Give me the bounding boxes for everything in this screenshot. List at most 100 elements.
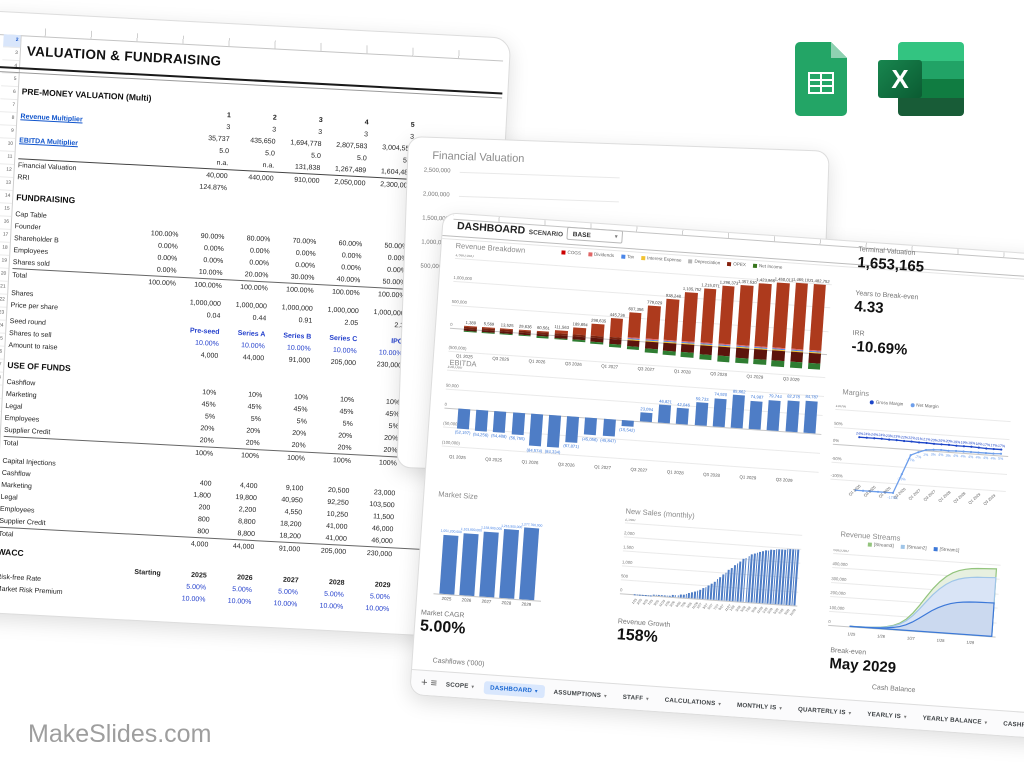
row-number: 3 [2,47,21,62]
cell-value: 2,300,000 [380,181,412,190]
bar-segment-net-income [717,355,730,362]
bar-segment-net-income [662,350,676,356]
svg-text:19%: 19% [953,440,961,445]
legend-item: Depreciation [688,258,720,265]
cell-value: 124.87% [199,183,228,193]
x-axis-label: Q1 2027 [601,363,619,370]
svg-text:19%: 19% [968,441,976,446]
bar-below [753,348,767,366]
cell-value: 230,000 [376,361,403,370]
bar-value-label: (45,847) [600,437,617,444]
cell-value: 2.3 [394,322,405,330]
ebitda-bar [803,400,818,434]
cell-value: n.a. [216,159,229,168]
market-size-title: Market Size [438,489,479,502]
row-number: 20 [0,267,9,282]
legend-label: [Stream2] [906,544,927,551]
legend-swatch [752,263,758,268]
new-sales-chart: 2,500 2,000 1,500 1,000 500 0 1/25 3/25 5/25 7/25… [618,518,803,628]
sheet-tab-monthly-is[interactable]: MONTHLY IS ▼ [736,701,784,711]
row-number: 10 [0,138,16,153]
sheet-tab-staff[interactable]: STAFF ▼ [622,693,650,702]
legend-label: Interest Expense [646,255,682,263]
x-axis-label: Q3 2029 [782,376,800,383]
tab-menu-icon: ▼ [847,709,853,716]
all-sheets-menu-button[interactable]: ≡ [430,677,438,690]
cell-value: 100.00% [148,279,177,288]
x-axis-label: 1/29 [966,639,975,646]
bar-below [789,351,804,369]
tab-menu-icon: ▼ [470,683,476,689]
axis-tick-label: 1,000 [621,558,633,565]
streams-areas [849,567,998,637]
market-cagr-value: 5.00% [419,617,466,638]
sales-bar [663,595,666,597]
ebitda-bar [475,409,489,432]
revenue-breakdown-chart: 1,500,000 1,000,000 500,000 0 (500,000) 1,389… [448,254,833,388]
row-number: 14 [0,190,13,204]
bar-segment-cogs [772,282,790,349]
legend-label: Dividends [593,251,615,259]
bar-below [698,345,713,360]
tab-menu-icon: ▼ [778,705,784,711]
legend-label: [Stream1] [939,546,960,553]
ebitda-bar [511,412,525,435]
sheet-tab-cashflow[interactable]: CASHFLOW▼ [1003,719,1024,730]
sheet-tab-scope[interactable]: SCOPE ▼ [445,680,476,690]
legend-item: Interest Expense [641,255,682,263]
legend-label: Depreciation [694,258,721,266]
axis-tick-label: 0 [444,401,448,407]
bar-segment-net-income [463,330,477,333]
bar-segment-net-income [518,334,531,337]
sheet-tab-yearly-balance[interactable]: YEARLY BALANCE ▼ [922,714,989,726]
legend-label: Tax [626,253,635,260]
axis-tick-label: 0 [450,321,453,327]
cell-value: 0.00% [156,266,177,275]
svg-text:4%: 4% [968,455,974,459]
ebitda-bar [748,400,763,430]
x-axis-label: 1/28 [936,637,945,644]
bar-segment-net-income [735,357,749,364]
bar-below [518,332,531,337]
bar-above [808,283,827,354]
legend-swatch [561,249,566,255]
bar-segment-net-income [554,337,567,341]
x-axis-label: 11/29 [788,608,797,617]
breakeven-value: May 2029 [828,655,897,677]
ebitda-bar [694,402,708,426]
cell-value: 91,000 [288,356,311,365]
sheet-tab-yearly-is[interactable]: YEARLY IS ▼ [867,710,908,720]
bar-segment-cogs [700,288,717,344]
bar-below [626,340,640,351]
bar-segment-net-income [771,360,785,367]
cell-value: 100.00% [377,291,406,300]
cell-value: 100.00% [194,281,223,291]
cell-value: 50.00% [382,278,407,287]
x-axis-label: Q1 2025 [448,454,466,461]
bar-segment-cogs [591,323,605,337]
sheet-tab-quarterly-is[interactable]: QUARTERLY IS ▼ [797,705,853,716]
row-number: 17 [0,229,11,243]
svg-text:22%: 22% [901,435,909,440]
svg-text:-7%: -7% [915,455,922,459]
cell-value: 20% [199,437,214,445]
add-sheet-button[interactable]: + [420,676,428,690]
axis-tick-label: 2,500,000 [423,167,451,175]
cell-value: 230,000 [366,549,393,559]
svg-text:21%: 21% [923,437,931,442]
sheet-tab-dashboard[interactable]: DASHBOARD ▼ [483,680,546,698]
bar-above [663,298,680,344]
bar-above [590,323,605,339]
bar-below [481,329,495,334]
scenario-dropdown[interactable]: BASE ▼ [566,226,624,244]
sales-bar [655,595,658,596]
svg-text:3%: 3% [931,453,937,457]
sheet-tab-assumptions[interactable]: ASSUMPTIONS ▼ [553,688,608,699]
sheets-grid-glyph [808,72,834,94]
cell-value: 41,000 [325,534,347,543]
axis-tick-label: 0 [619,587,623,593]
sales-bar [674,595,677,598]
cell-value: 10.00% [319,602,344,611]
sheet-tab-calculations[interactable]: CALCULATIONS ▼ [664,696,723,707]
sales-bar [652,595,655,596]
